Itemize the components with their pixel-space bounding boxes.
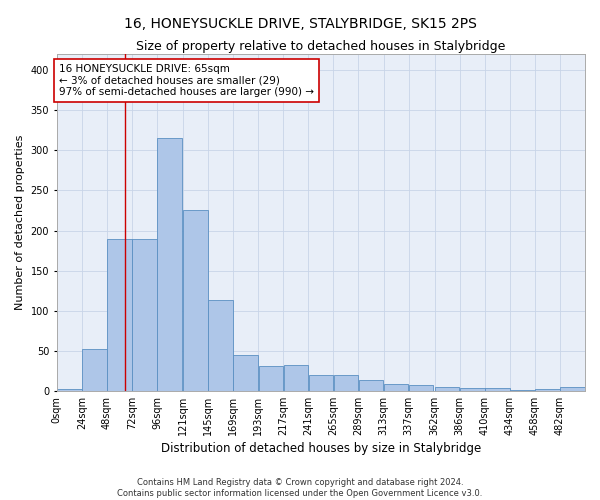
- Bar: [259, 366, 283, 391]
- Title: Size of property relative to detached houses in Stalybridge: Size of property relative to detached ho…: [136, 40, 506, 53]
- Bar: [157, 138, 182, 391]
- Bar: [359, 380, 383, 391]
- Bar: [208, 300, 233, 391]
- Text: 16 HONEYSUCKLE DRIVE: 65sqm
← 3% of detached houses are smaller (29)
97% of semi: 16 HONEYSUCKLE DRIVE: 65sqm ← 3% of deta…: [59, 64, 314, 97]
- Bar: [435, 387, 460, 391]
- Text: Contains HM Land Registry data © Crown copyright and database right 2024.
Contai: Contains HM Land Registry data © Crown c…: [118, 478, 482, 498]
- Bar: [107, 238, 132, 391]
- Bar: [82, 349, 107, 391]
- Bar: [485, 388, 509, 391]
- Bar: [132, 238, 157, 391]
- Bar: [184, 210, 208, 391]
- Bar: [308, 375, 333, 391]
- Bar: [334, 375, 358, 391]
- Text: 16, HONEYSUCKLE DRIVE, STALYBRIDGE, SK15 2PS: 16, HONEYSUCKLE DRIVE, STALYBRIDGE, SK15…: [124, 18, 476, 32]
- Bar: [384, 384, 409, 391]
- X-axis label: Distribution of detached houses by size in Stalybridge: Distribution of detached houses by size …: [161, 442, 481, 455]
- Y-axis label: Number of detached properties: Number of detached properties: [15, 135, 25, 310]
- Bar: [460, 388, 485, 391]
- Bar: [510, 390, 535, 391]
- Bar: [57, 389, 82, 391]
- Bar: [535, 389, 560, 391]
- Bar: [233, 354, 258, 391]
- Bar: [284, 365, 308, 391]
- Bar: [560, 387, 585, 391]
- Bar: [409, 385, 433, 391]
